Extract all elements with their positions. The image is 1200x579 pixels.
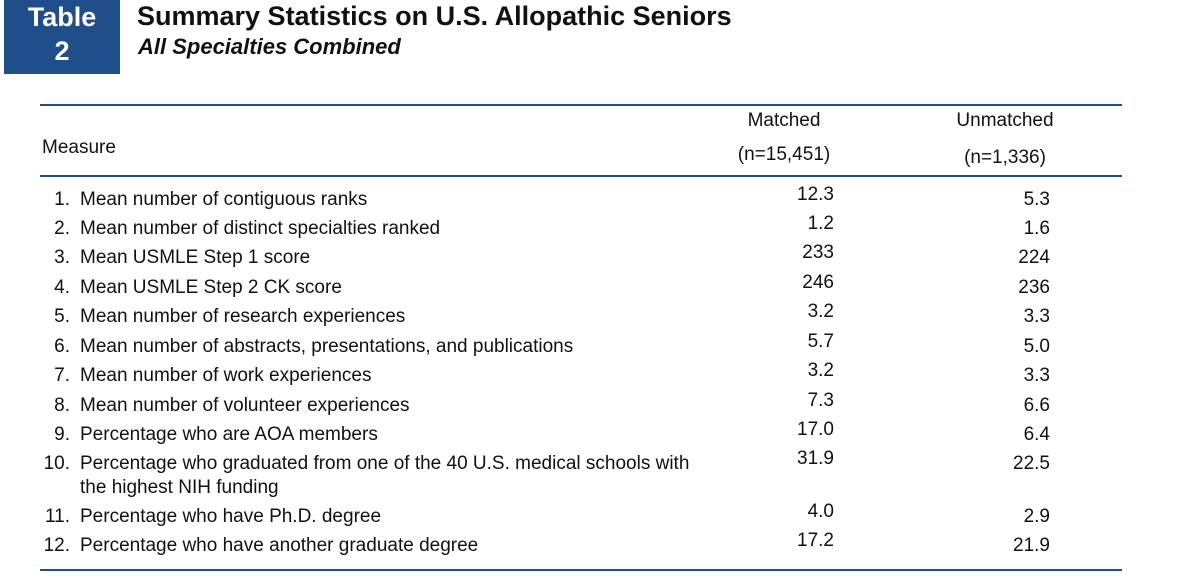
row-unmatched-value: 21.9	[1013, 535, 1050, 556]
row-label: Mean USMLE Step 1 score	[80, 247, 311, 268]
row-unmatched-value: 6.4	[1023, 424, 1050, 445]
header-matched: Matched	[747, 110, 821, 131]
header-unmatched-n: (n=1,336)	[964, 147, 1046, 168]
bottom-rule	[40, 569, 1122, 571]
row-matched-value: 7.3	[807, 390, 834, 411]
row-index: 11.	[44, 506, 70, 527]
row-matched-value: 246	[802, 272, 834, 293]
row-unmatched-value: 5.0	[1023, 336, 1050, 357]
row-matched-value: 12.3	[797, 184, 834, 205]
row-matched-value: 17.2	[797, 530, 834, 551]
row-unmatched-value: 236	[1018, 277, 1050, 298]
row-matched-value: 31.9	[797, 448, 834, 469]
row-label: Percentage who have another graduate deg…	[80, 535, 479, 556]
badge-number: 2	[54, 36, 70, 66]
row-label: Percentage who graduated from one of the…	[80, 453, 690, 498]
row-index: 12.	[43, 535, 70, 556]
row-index: 7.	[54, 365, 70, 386]
row-unmatched-value: 5.3	[1023, 189, 1050, 210]
header-rule	[40, 175, 1122, 177]
table-subtitle: All Specialties Combined	[138, 34, 401, 59]
row-unmatched-value: 3.3	[1023, 365, 1050, 386]
row-index: 3.	[54, 247, 70, 268]
row-index: 9.	[54, 424, 70, 445]
table-title: Summary Statistics on U.S. Allopathic Se…	[137, 1, 732, 31]
row-label: Mean number of work experiences	[80, 365, 372, 386]
row-label: Mean number of contiguous ranks	[80, 189, 368, 210]
row-unmatched-value: 2.9	[1023, 506, 1050, 527]
row-matched-value: 3.2	[807, 360, 834, 381]
row-matched-value: 3.2	[807, 301, 834, 322]
badge-word: Table	[27, 2, 97, 32]
row-unmatched-value: 1.6	[1023, 218, 1050, 239]
top-rule	[40, 104, 1122, 106]
header-unmatched: Unmatched	[956, 110, 1054, 131]
table-number-badge: Table 2	[4, 0, 120, 74]
row-index: 1.	[54, 189, 70, 210]
row-matched-value: 1.2	[807, 213, 834, 234]
row-index: 5.	[54, 306, 70, 327]
row-label: Mean number of volunteer experiences	[80, 395, 410, 416]
row-label: Percentage who have Ph.D. degree	[80, 506, 382, 527]
row-matched-value: 5.7	[807, 331, 834, 352]
row-index: 8.	[54, 395, 70, 416]
row-label: Percentage who are AOA members	[80, 424, 378, 445]
row-index: 6.	[54, 336, 70, 357]
row-matched-value: 233	[802, 242, 834, 263]
row-index: 2.	[54, 218, 70, 239]
row-unmatched-value: 3.3	[1023, 306, 1050, 327]
header-measure: Measure	[42, 137, 116, 158]
row-label: Mean number of distinct specialties rank…	[80, 218, 441, 239]
row-label: Mean number of research experiences	[80, 306, 406, 327]
row-unmatched-value: 6.6	[1023, 395, 1050, 416]
row-index: 4.	[54, 277, 70, 298]
row-index: 10.	[43, 453, 70, 474]
row-label: Mean USMLE Step 2 CK score	[80, 277, 342, 298]
row-label: Mean number of abstracts, presentations,…	[80, 336, 574, 357]
row-matched-value: 17.0	[797, 419, 834, 440]
row-unmatched-value: 22.5	[1013, 453, 1050, 474]
header-matched-n: (n=15,451)	[737, 144, 831, 165]
row-matched-value: 4.0	[807, 501, 834, 522]
row-unmatched-value: 224	[1018, 247, 1050, 268]
